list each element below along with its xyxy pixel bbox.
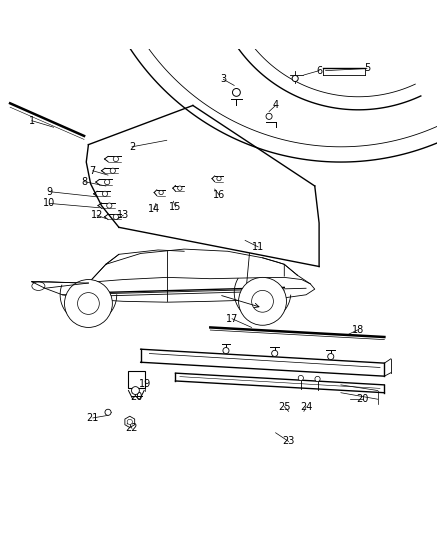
Text: 12: 12 xyxy=(91,210,103,220)
Circle shape xyxy=(217,176,221,181)
Circle shape xyxy=(107,203,112,208)
Circle shape xyxy=(105,409,111,415)
Text: 3: 3 xyxy=(220,75,226,84)
Circle shape xyxy=(298,375,304,381)
Text: 21: 21 xyxy=(87,413,99,423)
Circle shape xyxy=(102,191,108,197)
Circle shape xyxy=(315,376,320,382)
Circle shape xyxy=(131,386,139,394)
Text: 5: 5 xyxy=(364,63,370,74)
Text: 10: 10 xyxy=(43,198,55,208)
Text: 25: 25 xyxy=(278,402,290,411)
Text: 13: 13 xyxy=(117,210,129,220)
Text: 19: 19 xyxy=(139,379,151,389)
Circle shape xyxy=(64,279,113,327)
Text: 14: 14 xyxy=(148,204,160,214)
Circle shape xyxy=(223,348,229,353)
Text: 17: 17 xyxy=(226,314,238,324)
Circle shape xyxy=(328,353,334,360)
Circle shape xyxy=(159,190,163,195)
Text: 7: 7 xyxy=(90,166,96,176)
Circle shape xyxy=(78,293,99,314)
Text: 24: 24 xyxy=(300,402,312,411)
Circle shape xyxy=(272,350,278,357)
Text: 15: 15 xyxy=(170,202,182,212)
Text: 22: 22 xyxy=(126,423,138,433)
Circle shape xyxy=(105,180,110,184)
Text: 9: 9 xyxy=(46,187,52,197)
FancyBboxPatch shape xyxy=(127,371,145,389)
Text: 2: 2 xyxy=(129,142,135,152)
Circle shape xyxy=(113,156,118,161)
Text: 23: 23 xyxy=(283,437,295,447)
Text: 1: 1 xyxy=(29,116,35,126)
Circle shape xyxy=(110,168,116,173)
Text: 8: 8 xyxy=(81,176,87,187)
Circle shape xyxy=(292,76,298,82)
Text: 6: 6 xyxy=(316,66,322,76)
Circle shape xyxy=(252,290,273,312)
Circle shape xyxy=(127,419,132,424)
Circle shape xyxy=(233,88,240,96)
Circle shape xyxy=(178,186,182,190)
Circle shape xyxy=(113,214,118,220)
Text: 20: 20 xyxy=(357,394,369,404)
Circle shape xyxy=(266,114,272,119)
Text: 4: 4 xyxy=(272,100,279,110)
Text: 11: 11 xyxy=(252,242,264,252)
Circle shape xyxy=(239,277,286,325)
Text: 18: 18 xyxy=(352,325,364,335)
Text: 20: 20 xyxy=(130,392,142,402)
Ellipse shape xyxy=(32,282,45,290)
Text: 16: 16 xyxy=(213,190,225,200)
